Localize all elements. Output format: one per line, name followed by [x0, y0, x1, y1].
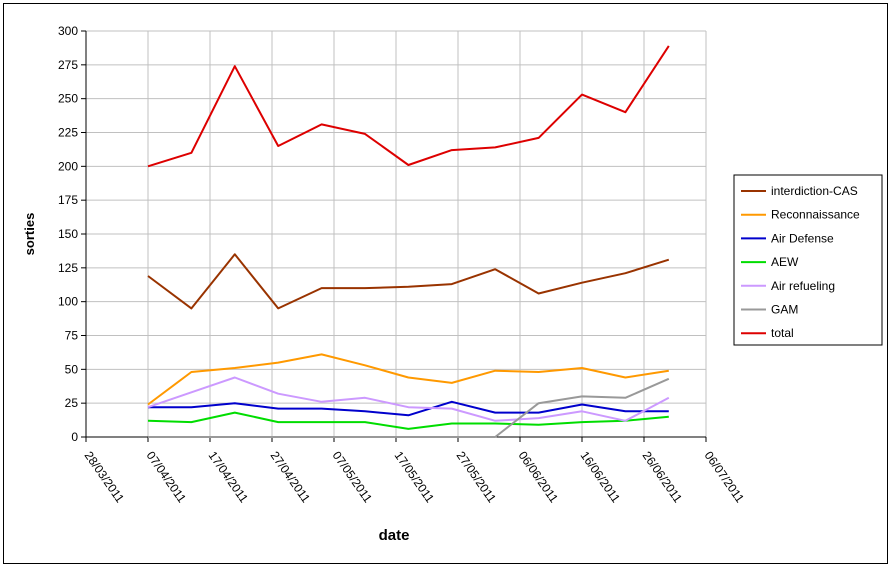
y-tick-label: 300	[58, 24, 78, 38]
legend-label-reconnaissance: Reconnaissance	[771, 208, 860, 222]
legend-box	[733, 174, 883, 346]
series-lines	[147, 45, 670, 438]
y-tick-label: 175	[58, 193, 78, 207]
legend-items: interdiction-CAS Reconnaissance Air Defens…	[741, 184, 860, 340]
x-tick-label: 17/05/2011	[392, 449, 438, 506]
y-tick-label: 125	[58, 261, 78, 275]
y-tick-label: 100	[58, 295, 78, 309]
gridlines	[86, 30, 707, 437]
series-line-reconnaissance	[147, 353, 669, 406]
series-line-aew	[147, 411, 669, 430]
x-tick-label: 17/04/2011	[206, 449, 252, 506]
x-tick-label: 28/03/2011	[82, 449, 128, 506]
series-line-air-defense	[148, 400, 669, 417]
y-tick-label: 75	[65, 329, 79, 343]
series-line-interdiction-cas	[147, 253, 670, 310]
chart-frame: 0 25 50 75 100 125 150 175 200 225 250 275 300 28/03…	[3, 3, 888, 564]
y-tick-label: 50	[65, 362, 79, 376]
y-tick-label: 0	[71, 430, 78, 444]
x-tick-label: 06/06/2011	[516, 449, 562, 506]
y-tick-label: 275	[58, 58, 78, 72]
line-chart: 0 25 50 75 100 125 150 175 200 225 250 275 300 28/03…	[22, 24, 883, 544]
x-tick-label: 27/04/2011	[268, 449, 314, 506]
y-tick-labels: 0 25 50 75 100 125 150 175 200 225 250 275 300	[58, 24, 78, 444]
x-tick-label: 26/06/2011	[640, 449, 686, 506]
legend-label-air-refueling: Air refueling	[771, 279, 835, 293]
x-tick-labels: 28/03/2011 07/04/2011 17/04/2011 27/04/2011…	[82, 449, 748, 506]
legend-label-aew: AEW	[771, 255, 799, 269]
x-tick-label: 07/05/2011	[330, 449, 376, 506]
y-tick-label: 25	[65, 396, 79, 410]
x-tick-label: 06/07/2011	[702, 449, 748, 506]
legend-label-interdiction-cas: interdiction-CAS	[771, 184, 858, 198]
legend-label-total: total	[771, 326, 794, 340]
x-axis-title: date	[379, 527, 410, 544]
series-line-gam	[148, 377, 670, 438]
y-tick-label: 225	[58, 126, 78, 140]
y-tick-label: 150	[58, 227, 78, 241]
legend: interdiction-CAS Reconnaissance Air Defens…	[733, 174, 883, 346]
y-tick-label: 250	[58, 92, 78, 106]
axes	[81, 30, 707, 442]
x-tick-label: 27/05/2011	[454, 449, 500, 506]
y-axis-title: sorties	[22, 213, 37, 256]
series-line-air-refueling	[147, 376, 670, 422]
series-line-total	[147, 45, 670, 168]
x-tick-label: 07/04/2011	[144, 449, 190, 506]
x-tick-label: 16/06/2011	[578, 449, 624, 506]
y-tick-label: 200	[58, 159, 78, 173]
legend-label-air-defense: Air Defense	[771, 231, 834, 245]
legend-label-gam: GAM	[771, 303, 798, 317]
